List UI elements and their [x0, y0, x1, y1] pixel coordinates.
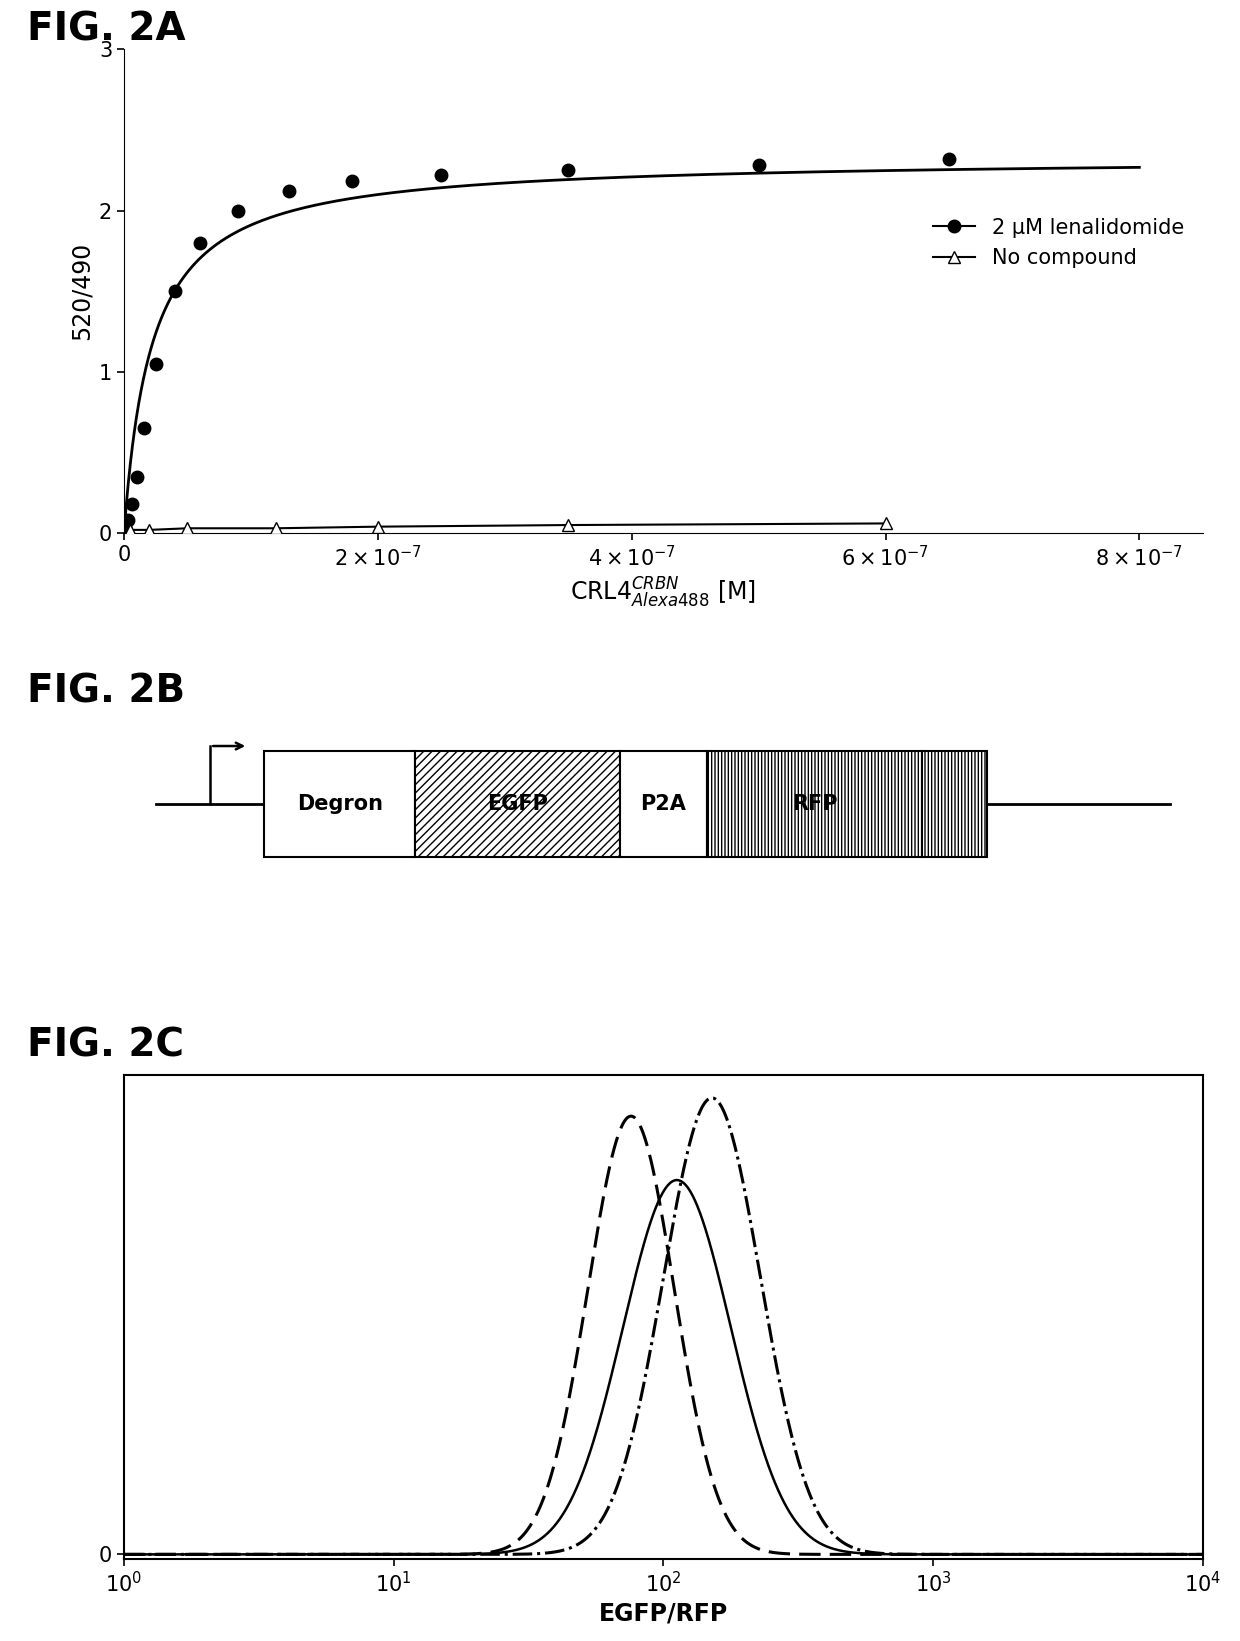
DMSO	[577, 1529, 591, 1549]
0.1 μM Lena	[304, 1544, 319, 1564]
0.1 μM Lena	[1058, 1544, 1073, 1564]
Text: FIG. 2B: FIG. 2B	[27, 673, 185, 711]
DMSO	[1174, 1544, 1189, 1564]
X-axis label: CRL4$^{CRBN}_{Alexa488}$ [M]: CRL4$^{CRBN}_{Alexa488}$ [M]	[570, 576, 756, 610]
1.0 μM Lena	[1058, 1544, 1073, 1564]
Line: DMSO: DMSO	[124, 1098, 1203, 1554]
0.1 μM Lena	[239, 1544, 254, 1564]
0.1 μM Lena	[531, 1531, 546, 1551]
0.1 μM Lena	[670, 1170, 684, 1190]
Legend: 2 μM lenalidomide, No compound: 2 μM lenalidomide, No compound	[925, 210, 1193, 276]
DMSO	[531, 1544, 546, 1564]
1.0 μM Lena	[1174, 1544, 1189, 1564]
DMSO	[239, 1544, 254, 1564]
Text: FIG. 2A: FIG. 2A	[27, 10, 186, 49]
1.0 μM Lena	[304, 1544, 319, 1564]
1.0 μM Lena	[1195, 1544, 1210, 1564]
Bar	[264, 752, 415, 857]
X-axis label: EGFP/RFP: EGFP/RFP	[599, 1602, 728, 1626]
1.0 μM Lena	[624, 1106, 639, 1126]
1.0 μM Lena	[117, 1544, 131, 1564]
Bar	[415, 752, 620, 857]
Text: P2A: P2A	[641, 794, 686, 814]
0.1 μM Lena	[577, 1459, 591, 1479]
Text: EGFP: EGFP	[487, 794, 548, 814]
1.0 μM Lena	[577, 1300, 591, 1319]
DMSO	[704, 1088, 719, 1108]
Bar	[923, 752, 987, 857]
DMSO	[1058, 1544, 1073, 1564]
DMSO	[117, 1544, 131, 1564]
1.0 μM Lena	[531, 1503, 546, 1523]
0.1 μM Lena	[1195, 1544, 1210, 1564]
Text: FIG. 2C: FIG. 2C	[27, 1027, 184, 1065]
Text: Degron: Degron	[296, 794, 383, 814]
Line: 0.1 μM Lena: 0.1 μM Lena	[124, 1180, 1203, 1554]
Text: RFP: RFP	[791, 794, 837, 814]
Legend: DMSO, 0.1 μM Lena, 1.0 μM Lena: DMSO, 0.1 μM Lena, 1.0 μM Lena	[1235, 1109, 1240, 1208]
0.1 μM Lena	[117, 1544, 131, 1564]
DMSO	[304, 1544, 319, 1564]
Bar	[707, 752, 923, 857]
DMSO	[1195, 1544, 1210, 1564]
1.0 μM Lena	[239, 1544, 254, 1564]
0.1 μM Lena	[1174, 1544, 1189, 1564]
Bar	[620, 752, 707, 857]
Y-axis label: 520/490: 520/490	[69, 241, 93, 340]
Line: 1.0 μM Lena: 1.0 μM Lena	[124, 1116, 1203, 1554]
